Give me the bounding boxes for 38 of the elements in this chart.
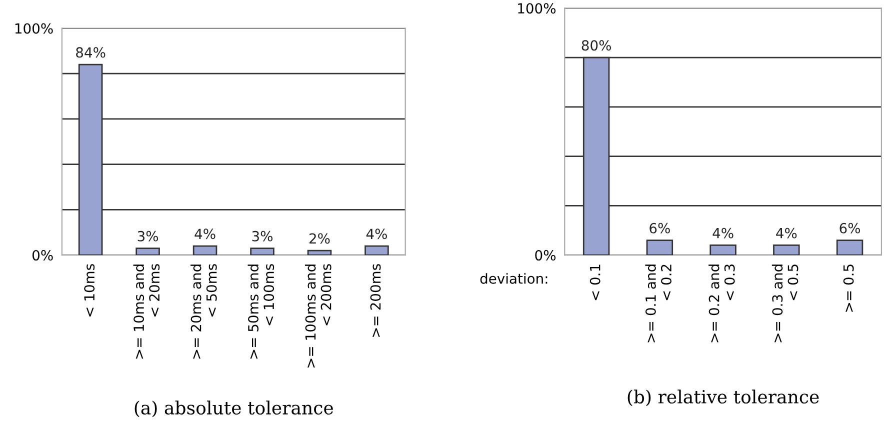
data-label: 3% [252, 230, 273, 242]
text: (b) relative tolerance [628, 390, 819, 406]
x-tick-label: >= 0.1 and < 0.2 [645, 264, 672, 342]
data-label: 2% [309, 233, 330, 244]
x-tick-label: >= 200ms [370, 264, 381, 337]
data-label: 4% [194, 228, 216, 240]
y-tick-label: 0% [535, 250, 556, 261]
x-tick-label: >= 50ms and < 100ms [248, 264, 274, 359]
x-tick-label: < 0.1 [590, 264, 600, 300]
data-label: 6% [650, 222, 670, 234]
x-tick-label: >= 0.2 and < 0.3 [708, 264, 735, 342]
x-tick-label: >= 100ms and < 200ms [304, 264, 332, 368]
y-tick-label: 100% [518, 3, 556, 14]
data-label: 80% [582, 40, 611, 51]
bar [192, 245, 218, 256]
data-label: 3% [138, 230, 158, 242]
bar [710, 244, 736, 256]
y-tick-label: 100% [15, 23, 53, 34]
data-label: 84% [76, 47, 106, 58]
bar [646, 240, 674, 256]
bar [773, 244, 800, 256]
x-axis-title: deviation: [480, 273, 548, 284]
y-tick-label: 0% [32, 250, 53, 261]
x-tick-label: < 10ms [84, 264, 95, 316]
x-tick-label: >= 10ms and < 20ms [133, 264, 160, 359]
x-tick-label: >= 0.3 and < 0.5 [772, 264, 798, 342]
x-tick-label: >= 20ms and < 50ms [190, 264, 217, 359]
bar [136, 248, 160, 256]
data-label: 4% [776, 228, 797, 238]
x-tick-label: >= 0.5 [843, 264, 854, 312]
data-label: 6% [840, 222, 860, 234]
text: (a) absolute tolerance [134, 400, 334, 418]
data-label: 4% [366, 228, 387, 240]
data-label: 4% [712, 228, 734, 238]
bar [307, 250, 332, 256]
bar [836, 240, 864, 256]
bar [250, 248, 274, 256]
bar [364, 245, 389, 256]
